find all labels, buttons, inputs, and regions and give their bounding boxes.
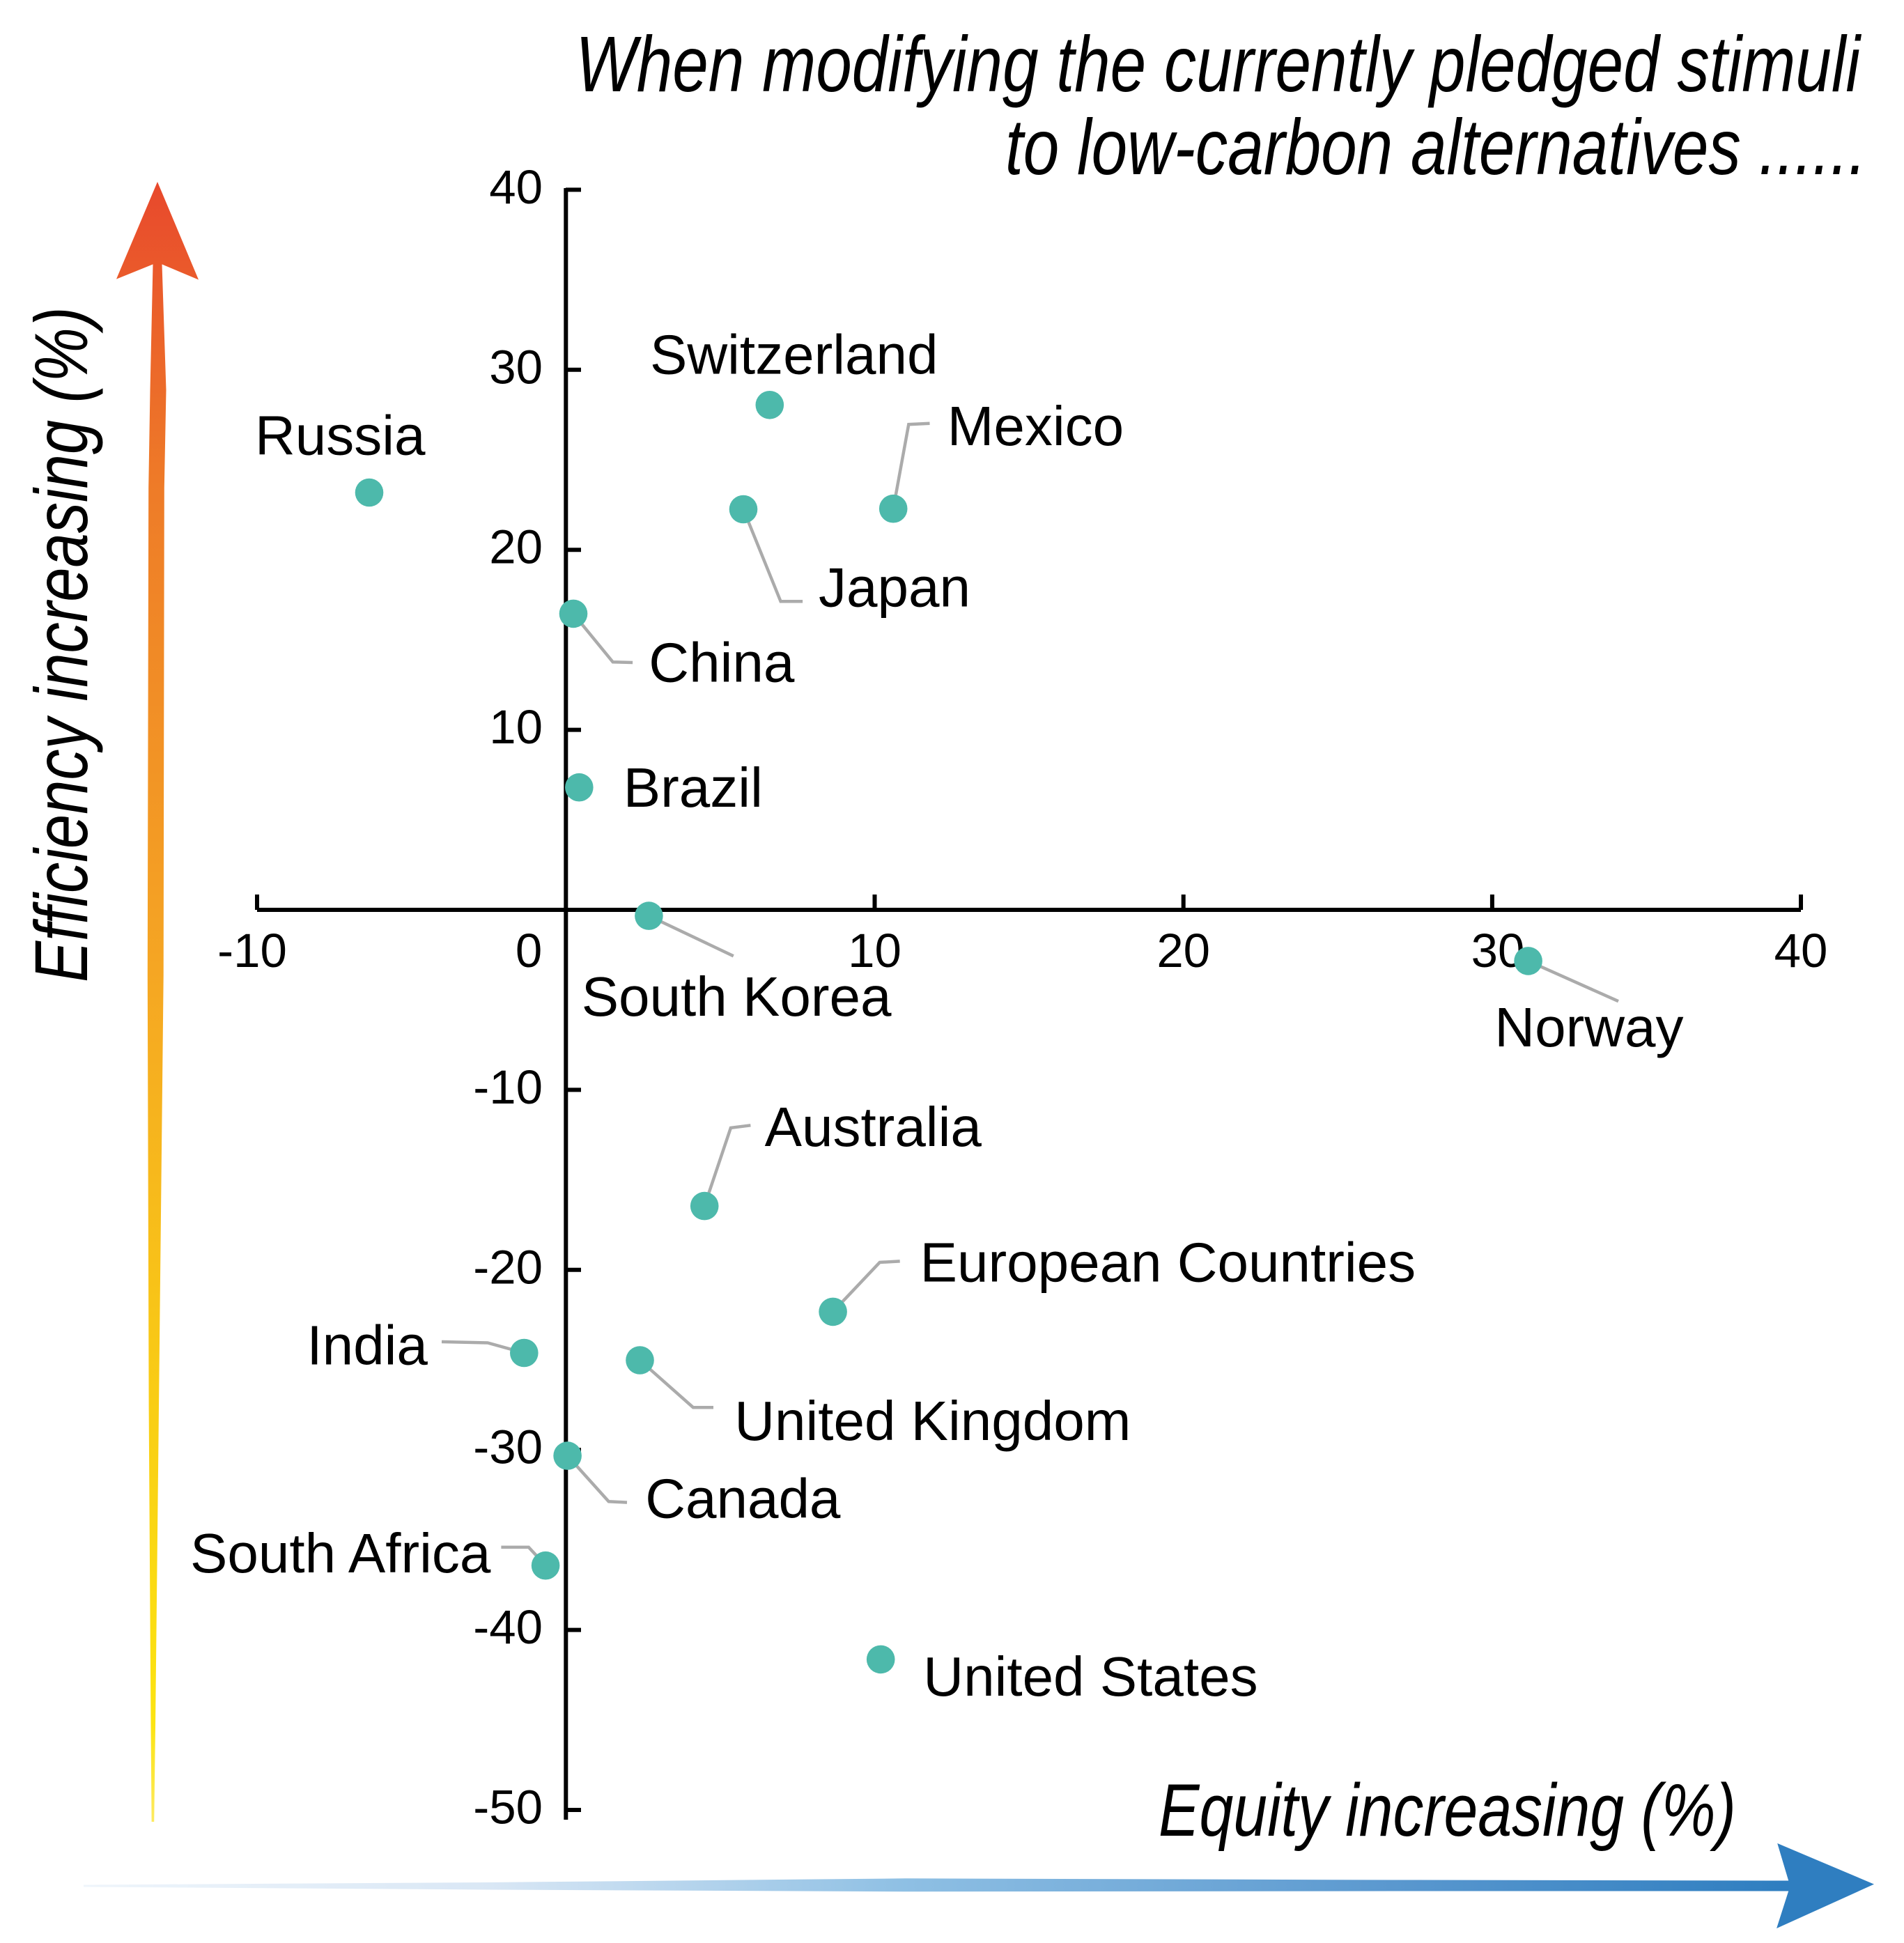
svg-text:European Countries: European Countries	[920, 1231, 1416, 1293]
svg-text:30: 30	[489, 340, 543, 394]
svg-text:When modifying the currently p: When modifying the currently pledged sti…	[575, 20, 1862, 108]
svg-text:0: 0	[516, 924, 542, 977]
svg-text:40: 40	[489, 160, 543, 214]
svg-text:United States: United States	[923, 1646, 1257, 1708]
svg-text:Russia: Russia	[255, 404, 426, 466]
svg-text:China: China	[649, 632, 795, 694]
svg-text:-40: -40	[473, 1600, 543, 1654]
svg-text:10: 10	[848, 924, 901, 977]
svg-text:20: 20	[1156, 924, 1210, 977]
svg-text:10: 10	[489, 700, 543, 754]
svg-text:Brazil: Brazil	[624, 757, 763, 819]
svg-text:India: India	[307, 1314, 428, 1376]
svg-text:-50: -50	[473, 1781, 543, 1834]
svg-text:South Korea: South Korea	[582, 966, 892, 1028]
svg-text:-30: -30	[473, 1421, 543, 1474]
svg-text:Efficiency increasing (%): Efficiency increasing (%)	[20, 307, 103, 982]
svg-text:Japan: Japan	[819, 556, 970, 618]
svg-text:40: 40	[1774, 924, 1828, 977]
svg-text:-20: -20	[473, 1240, 543, 1294]
svg-text:United Kingdom: United Kingdom	[734, 1390, 1131, 1452]
svg-text:30: 30	[1471, 924, 1525, 977]
svg-text:-10: -10	[473, 1060, 543, 1114]
svg-text:Switzerland: Switzerland	[650, 324, 938, 386]
svg-text:-10: -10	[217, 924, 287, 977]
svg-text:Australia: Australia	[765, 1096, 982, 1158]
svg-text:Equity increasing (%): Equity increasing (%)	[1159, 1768, 1736, 1852]
svg-text:to low-carbon alternatives ...: to low-carbon alternatives ......	[1005, 102, 1866, 191]
svg-text:20: 20	[489, 520, 543, 574]
svg-text:Mexico: Mexico	[947, 395, 1124, 457]
svg-text:Canada: Canada	[645, 1467, 841, 1529]
svg-text:South Africa: South Africa	[190, 1522, 491, 1584]
svg-text:Norway: Norway	[1494, 996, 1683, 1058]
